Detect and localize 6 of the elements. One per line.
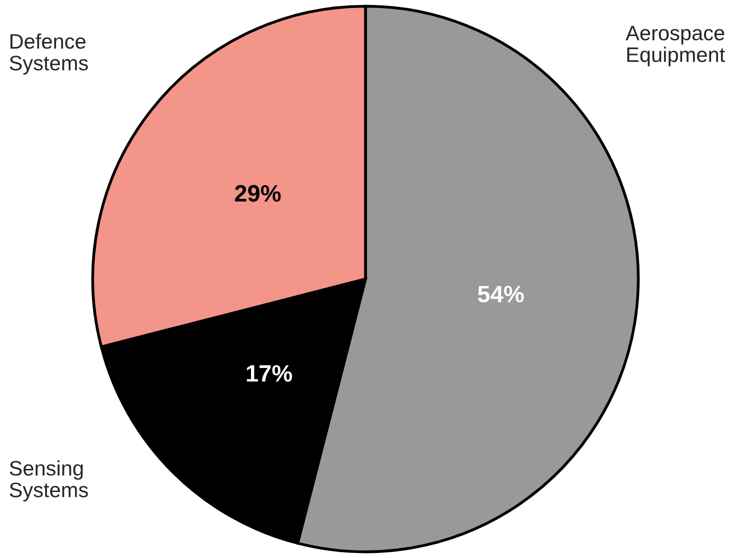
slice-label: Defence Systems bbox=[10, 34, 88, 75]
slice-label: Aerospace Equipment bbox=[626, 26, 726, 66]
data-label: 29% bbox=[234, 185, 281, 202]
data-label: 17% bbox=[246, 365, 292, 382]
data-label: 54% bbox=[478, 286, 524, 302]
slice-label: Sensing Systems bbox=[10, 460, 88, 502]
